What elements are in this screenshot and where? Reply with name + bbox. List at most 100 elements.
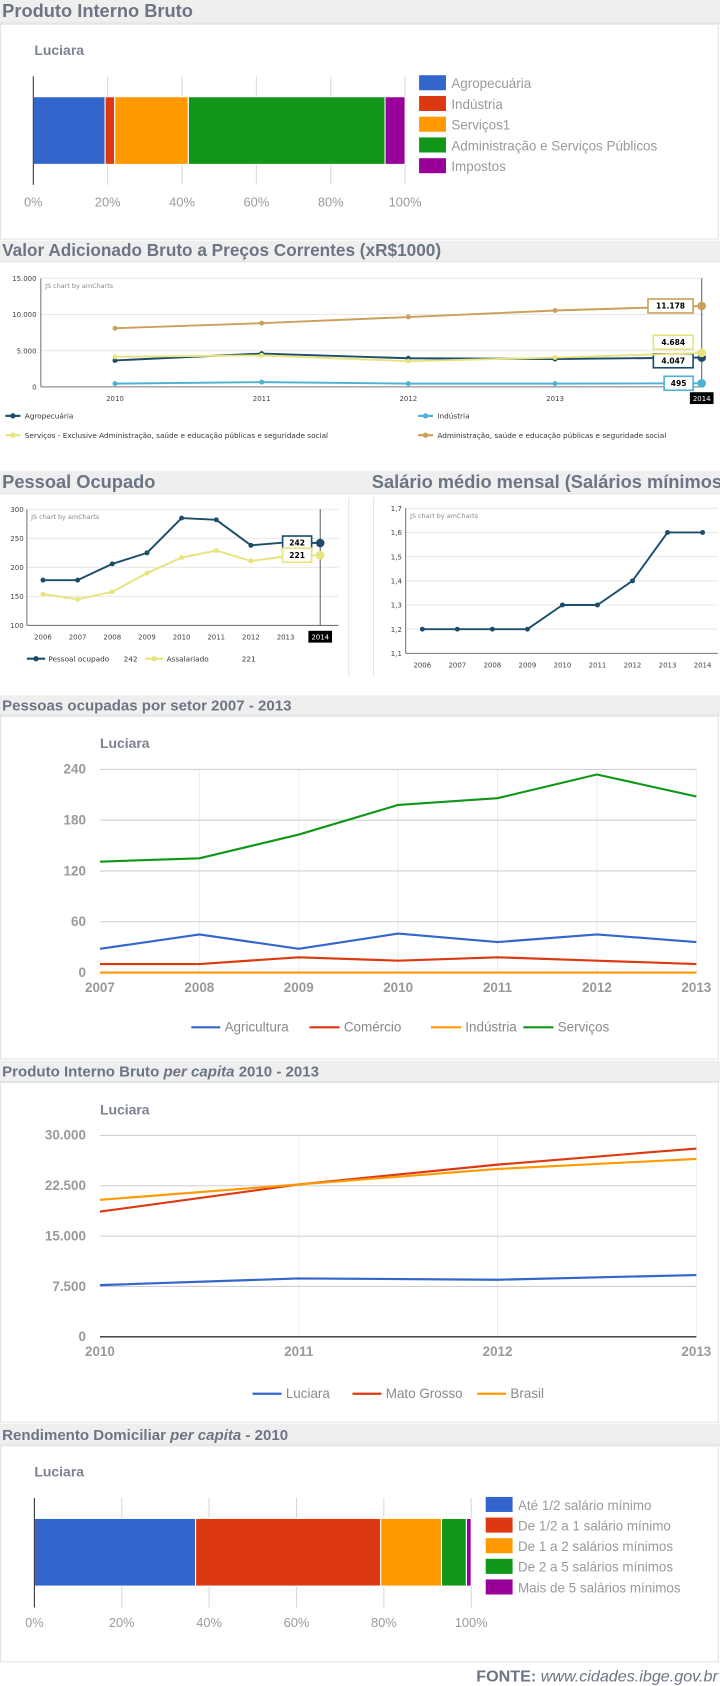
- legend-marker: [10, 413, 16, 419]
- cursor-label: 2014: [693, 395, 711, 403]
- legend-item[interactable]: Indústria: [430, 1020, 517, 1035]
- legend-item[interactable]: Brasil: [477, 1386, 544, 1401]
- data-point: [552, 355, 558, 361]
- legend-item[interactable]: De 1/2 a 1 salário mínimo: [485, 1517, 671, 1534]
- y-tick-label: 1,6: [391, 529, 402, 537]
- data-point: [559, 602, 565, 608]
- data-point: [315, 550, 325, 560]
- legend-label: Indústria: [465, 1020, 517, 1035]
- x-tick-label: 2008: [103, 633, 121, 641]
- series-line: [99, 1273, 697, 1287]
- legend-label: De 1/2 a 1 salário mínimo: [518, 1518, 671, 1533]
- legend-swatch: [485, 1538, 513, 1554]
- legend-item[interactable]: Agricultura: [191, 1020, 289, 1035]
- data-point: [109, 561, 115, 567]
- y-tick-label: 5.000: [17, 347, 37, 355]
- legend-item[interactable]: Agropecuária: [419, 75, 532, 91]
- data-point: [40, 591, 46, 597]
- x-tick-label: 2012: [242, 633, 260, 641]
- line-chart: Luciara 0 60 120 180 240 2007 2008 2009 2010 2011 2…: [64, 735, 712, 1035]
- legend-item[interactable]: Assalariado 221: [145, 654, 256, 663]
- legend-item[interactable]: De 2 a 5 salários mínimos: [485, 1558, 674, 1575]
- y-tick-label: 200: [10, 564, 23, 572]
- legend-swatch: [419, 158, 446, 174]
- value-balloon-label: 242: [289, 539, 305, 548]
- legend-label: Comércio: [344, 1020, 401, 1035]
- title-part: 2010 - 2013: [234, 1062, 320, 1080]
- legend-marker: [422, 413, 429, 419]
- data-point: [700, 529, 706, 535]
- data-point: [315, 538, 325, 548]
- legend-item[interactable]: De 1 a 2 salários mínimos: [485, 1538, 674, 1554]
- chart-subtitle: Luciara: [100, 1101, 150, 1117]
- legend-item[interactable]: Serviços1: [419, 116, 510, 133]
- section-header-pessoal-salario: Pessoal Ocupado Salário médio mensal (Sa…: [0, 470, 720, 495]
- data-point: [259, 379, 265, 385]
- legend-item[interactable]: Agropecuária: [5, 412, 73, 421]
- legend-label: Administração, saúde e educação públicas…: [437, 431, 666, 440]
- x-tick-label: 2012: [582, 980, 612, 995]
- bar-segment: [33, 1517, 197, 1587]
- legend-item[interactable]: Comércio: [309, 1020, 401, 1035]
- x-tick-label: 60%: [244, 194, 270, 209]
- y-tick-label: 60: [71, 914, 86, 929]
- x-tick-label: 2010: [383, 980, 413, 995]
- legend-swatch: [419, 95, 446, 112]
- x-tick-label: 2011: [284, 1344, 314, 1359]
- legend-item[interactable]: Impostos: [419, 158, 506, 174]
- x-tick-label: 2006: [413, 661, 431, 669]
- watermark: JS chart by amCharts: [409, 512, 479, 520]
- x-tick-label: 2013: [681, 1344, 711, 1359]
- section-header-rendimento: Rendimento Domiciliar per capita - 2010: [0, 1423, 720, 1446]
- stacked-bar-chart: Luciara 0% 20% 40% 60% 80% 100% Até 1/2 salário…: [25, 1464, 681, 1630]
- legend-item[interactable]: Pessoal ocupado 242: [26, 654, 138, 663]
- legend-item[interactable]: Mato Grosso: [352, 1386, 463, 1401]
- chart-subtitle: Luciara: [100, 735, 150, 751]
- value-balloon-label: 4.684: [661, 338, 685, 347]
- x-tick-label: 2009: [519, 661, 537, 669]
- bar-segment: [440, 1517, 467, 1587]
- legend-item[interactable]: Indústria: [418, 412, 470, 421]
- line-chart: 1,1 1,2 1,3 1,4 1,5 1,6 1,7 JS chart by amChart…: [391, 505, 718, 669]
- data-point: [665, 529, 671, 535]
- legend-item[interactable]: Administração e Serviços Públicos: [419, 137, 658, 153]
- legend-item[interactable]: Serviços - Exclusive Administração, saúd…: [5, 431, 328, 440]
- x-tick-label: 0%: [24, 194, 43, 209]
- value-balloon-label: 495: [671, 379, 687, 388]
- bar-segment: [465, 1517, 472, 1587]
- legend-item[interactable]: Mais de 5 salários mínimos: [485, 1579, 681, 1595]
- legend-item[interactable]: Luciara: [252, 1386, 331, 1401]
- x-tick-label: 2011: [207, 633, 225, 641]
- legend-label: Administração e Serviços Públicos: [451, 138, 657, 153]
- x-tick-label: 40%: [196, 1615, 222, 1630]
- x-tick-label: 0%: [25, 1615, 44, 1630]
- legend-label: Mato Grosso: [386, 1386, 463, 1401]
- legend-item[interactable]: Serviços: [523, 1020, 609, 1035]
- x-tick-label: 2007: [69, 633, 87, 641]
- x-tick-label: 20%: [95, 194, 121, 209]
- y-tick-label: 0: [32, 384, 36, 392]
- legend-marker: [422, 432, 429, 438]
- legend-item[interactable]: Indústria: [419, 95, 503, 112]
- data-point: [489, 626, 495, 632]
- legend-label: Luciara: [286, 1386, 331, 1401]
- x-tick-label: 80%: [318, 194, 344, 209]
- legend-item[interactable]: Administração, saúde e educação públicas…: [418, 431, 666, 440]
- legend-label: De 1 a 2 salários mínimos: [518, 1539, 673, 1554]
- series-line: [42, 517, 321, 582]
- legend-label: Brasil: [510, 1386, 544, 1401]
- line-chart: 0 5.000 10.000 15.000 JS chart by amCharts 20…: [5, 275, 714, 440]
- series-line: [99, 932, 697, 950]
- y-tick-label: 15.000: [12, 275, 36, 283]
- data-point: [552, 381, 558, 387]
- legend-item[interactable]: Até 1/2 salário mínimo: [485, 1496, 652, 1513]
- section-header-setor: Pessoas ocupadas por setor 2007 - 2013: [0, 695, 720, 716]
- legend-label: Agropecuária: [451, 76, 531, 91]
- legend-label: Indústria: [437, 412, 469, 421]
- y-tick-label: 1,5: [391, 553, 402, 561]
- bar-segment: [187, 96, 386, 165]
- series-line: [99, 773, 697, 863]
- source-url[interactable]: www.cidades.ibge.gov.br: [540, 1667, 718, 1686]
- section-header-pib: Produto Interno Bruto: [0, 0, 720, 24]
